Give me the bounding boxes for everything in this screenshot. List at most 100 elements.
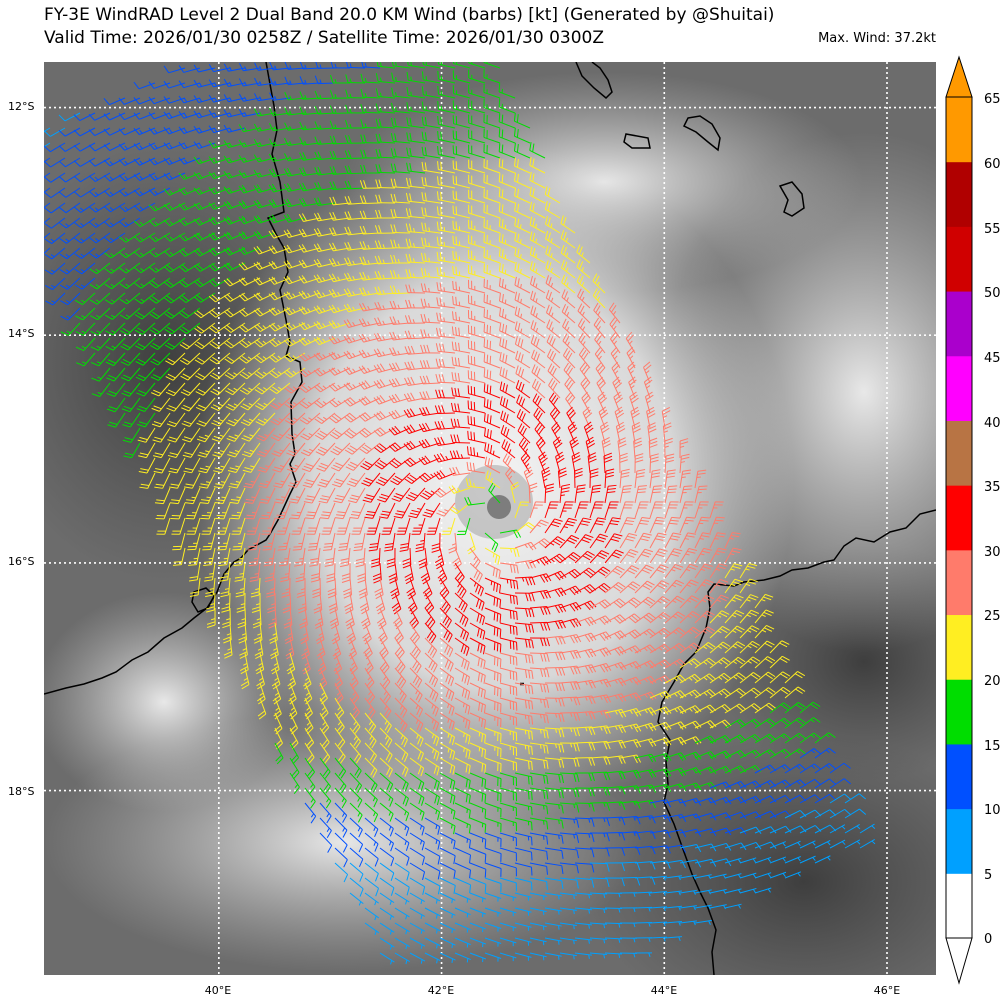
wind-barb	[194, 307, 216, 319]
wind-barb	[344, 226, 366, 236]
wind-barb	[467, 309, 486, 324]
wind-barb	[283, 260, 306, 269]
wind-barb	[238, 277, 261, 286]
wind-barb	[375, 103, 396, 114]
wind-barb	[452, 100, 471, 114]
wind-barb	[576, 273, 591, 294]
wind-barb	[58, 127, 81, 137]
wind-barb	[178, 141, 201, 150]
wind-barb	[239, 337, 261, 349]
colorbar-segment	[946, 549, 972, 616]
wind-barb	[88, 127, 111, 137]
wind-barb	[119, 277, 141, 289]
colorbar-label-65: 65	[984, 92, 1001, 107]
wind-barb	[451, 326, 471, 339]
wind-barb	[405, 192, 426, 204]
wind-barb	[149, 262, 171, 273]
wind-barb	[345, 119, 366, 129]
wind-barb	[76, 352, 96, 367]
wind-barb	[44, 232, 66, 244]
wind-barb	[238, 200, 261, 209]
wind-barb	[498, 262, 516, 279]
wind-barb	[404, 330, 426, 340]
wind-barb	[314, 397, 336, 409]
colorbar-segment	[946, 614, 972, 680]
wind-barb	[149, 322, 171, 335]
wind-barb	[390, 239, 411, 249]
wind-barb	[44, 202, 51, 209]
wind-barb	[133, 232, 156, 243]
wind-barb	[563, 362, 576, 384]
wind-barb	[44, 187, 66, 199]
wind-barb	[134, 262, 156, 274]
wind-barb	[91, 367, 111, 382]
wind-barb	[545, 304, 561, 324]
wind-barb	[59, 217, 81, 229]
wind-barb	[91, 382, 111, 397]
wind-barb	[345, 74, 366, 84]
wind-barb	[105, 337, 126, 351]
wind-barb	[133, 202, 156, 212]
wind-barb	[118, 187, 141, 197]
wind-barb	[314, 105, 336, 115]
wind-barb	[547, 363, 561, 384]
wind-barb	[343, 382, 366, 391]
wind-barb	[74, 292, 96, 305]
wind-barb	[451, 372, 471, 384]
wind-barb	[118, 97, 141, 105]
wind-barb	[390, 133, 411, 144]
wind-barb	[593, 317, 606, 339]
wind-barb	[210, 382, 231, 396]
wind-barb	[406, 102, 426, 114]
wind-barbs	[44, 62, 876, 965]
wind-barb	[328, 335, 351, 345]
wind-barb	[436, 312, 456, 324]
wind-barb	[103, 157, 126, 167]
wind-barb	[148, 172, 171, 181]
wind-barb	[223, 186, 246, 194]
wind-barb	[104, 232, 126, 243]
wind-barb	[329, 105, 351, 114]
wind-barb	[298, 306, 321, 315]
colorbar-label-5: 5	[984, 868, 993, 883]
wind-barb	[60, 307, 81, 321]
wind-barb	[468, 174, 486, 189]
wind-barb	[44, 127, 51, 133]
wind-barb	[224, 337, 246, 349]
wind-barb	[437, 100, 456, 114]
wind-barb	[360, 149, 381, 159]
wind-barb	[530, 334, 546, 354]
wind-barb	[299, 106, 321, 116]
wind-barb	[44, 232, 51, 239]
wind-barb	[148, 157, 171, 166]
wind-barb	[208, 94, 231, 103]
wind-barb	[118, 232, 141, 243]
wind-barb	[344, 180, 366, 190]
wind-barb	[209, 337, 231, 349]
wind-barb	[73, 112, 96, 122]
wind-barb	[223, 216, 246, 225]
wind-barb	[151, 382, 171, 397]
wind-barb	[344, 150, 366, 159]
wind-barb	[592, 273, 606, 294]
wind-barb	[164, 292, 186, 304]
wind-barb	[59, 247, 81, 260]
wind-barb	[359, 225, 381, 235]
wind-barb	[133, 172, 156, 182]
wind-barb	[193, 125, 216, 134]
wind-barb	[483, 158, 501, 174]
wind-barb	[163, 187, 186, 196]
wind-barb	[133, 97, 156, 105]
wind-barb	[388, 362, 411, 372]
wind-barb	[611, 361, 621, 384]
wind-barb	[374, 225, 396, 234]
wind-barb	[44, 142, 51, 148]
wind-barb	[529, 216, 546, 234]
wind-barb	[118, 172, 141, 182]
wind-barb	[44, 202, 66, 214]
lat-label-16s: 16°S	[8, 555, 35, 568]
wind-barb	[148, 247, 171, 258]
wind-barb	[103, 172, 126, 182]
wind-barb	[514, 335, 531, 354]
wind-barb	[467, 294, 486, 309]
